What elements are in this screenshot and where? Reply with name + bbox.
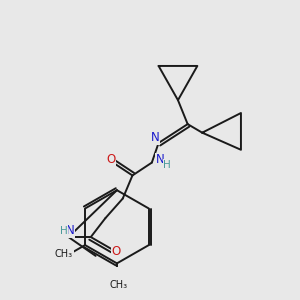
Text: N: N bbox=[151, 131, 160, 144]
Text: N: N bbox=[156, 153, 164, 167]
Text: H: H bbox=[163, 160, 171, 170]
Text: O: O bbox=[111, 245, 121, 258]
Text: CH₃: CH₃ bbox=[55, 249, 73, 259]
Text: H: H bbox=[59, 226, 67, 236]
Text: O: O bbox=[106, 153, 116, 167]
Text: CH₃: CH₃ bbox=[109, 280, 127, 290]
Text: N: N bbox=[66, 224, 75, 237]
